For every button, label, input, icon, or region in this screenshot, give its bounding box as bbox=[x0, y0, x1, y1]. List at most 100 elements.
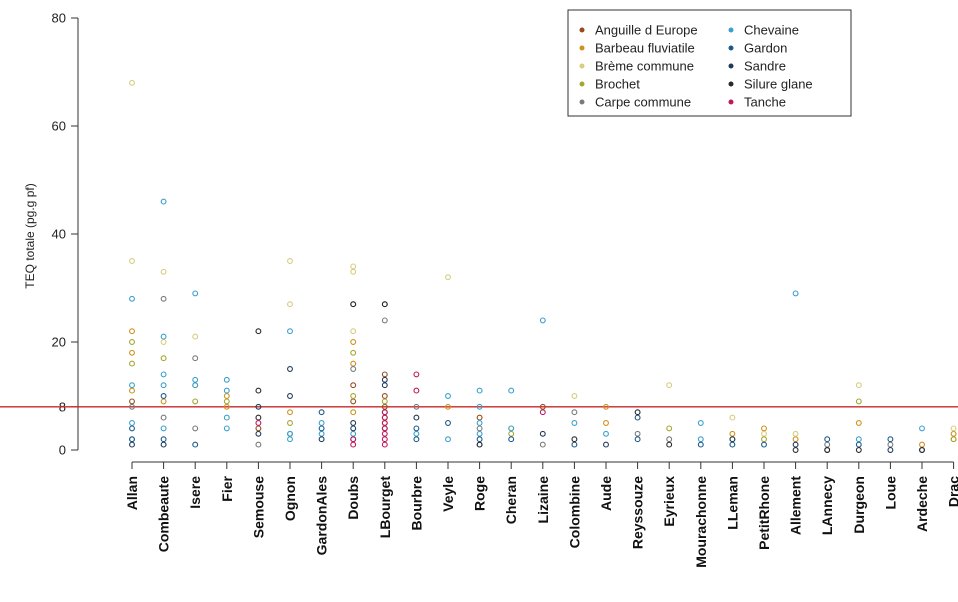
point-gardon bbox=[160, 393, 167, 399]
point-chevaine bbox=[476, 387, 483, 394]
point-chevaine bbox=[129, 382, 135, 389]
x-tick-label-aude: Aude bbox=[598, 476, 614, 511]
legend-label: Sandre bbox=[744, 59, 786, 74]
point-anguille-d-europe bbox=[350, 398, 357, 405]
x-tick-label-drac: Drac bbox=[946, 476, 958, 507]
point-carpe-commune bbox=[192, 355, 199, 362]
legend-item-tanche: Tanche bbox=[728, 95, 786, 110]
point-anguille-d-europe bbox=[476, 414, 483, 421]
point-barbeau-fluviatile bbox=[445, 403, 451, 410]
point-gardon bbox=[413, 425, 420, 432]
y-tick-label-0: 0 bbox=[59, 443, 66, 458]
legend-label: Brochet bbox=[595, 77, 640, 92]
x-tick-label-durgeon: Durgeon bbox=[851, 476, 867, 534]
series-silure-glane bbox=[255, 301, 925, 453]
point-chevaine bbox=[287, 430, 293, 437]
point-carpe-commune bbox=[571, 409, 578, 416]
point-gardon bbox=[855, 441, 862, 448]
point-brochet bbox=[381, 398, 388, 405]
point-carpe-commune bbox=[160, 414, 167, 421]
point-chevaine bbox=[223, 387, 230, 394]
point-anguille-d-europe bbox=[350, 382, 357, 389]
point-chevaine bbox=[445, 393, 451, 399]
point-chevaine bbox=[160, 371, 167, 378]
point-breme-commune bbox=[287, 258, 293, 264]
legend-item-anguille-d-europe: Anguille d Europe bbox=[579, 23, 698, 38]
point-breme-commune bbox=[350, 263, 357, 270]
legend-item-sandre: Sandre bbox=[728, 59, 786, 74]
point-anguille-d-europe bbox=[381, 371, 388, 378]
point-breme-commune bbox=[350, 328, 357, 335]
point-brochet bbox=[350, 349, 357, 356]
legend-label: Barbeau fluviatile bbox=[595, 41, 695, 56]
point-gardon bbox=[318, 425, 325, 432]
x-tick-label-ognon: Ognon bbox=[282, 476, 298, 521]
x-tick-label-allan: Allan bbox=[124, 476, 140, 510]
point-brochet bbox=[223, 398, 230, 405]
x-ticks: Allan Combeaute Isere Fier Semouse Ognon Gardo… bbox=[124, 462, 958, 568]
point-sandre bbox=[160, 441, 167, 448]
y-axis-title: TEQ totale (pg.g pf) bbox=[23, 183, 37, 288]
point-sandre bbox=[318, 436, 325, 443]
x-tick-label-isere: Isere bbox=[187, 476, 203, 509]
x-tick-label-loue: Loue bbox=[882, 476, 898, 510]
x-tick-label-eyrieux: Eyrieux bbox=[661, 476, 677, 527]
point-sandre bbox=[255, 430, 262, 437]
point-anguille-d-europe bbox=[381, 403, 388, 410]
legend-label: Tanche bbox=[744, 95, 786, 110]
point-breme-commune bbox=[855, 382, 862, 389]
point-silure-glane bbox=[350, 301, 357, 308]
point-sandre bbox=[381, 376, 388, 383]
legend-item-barbeau-fluviatile: Barbeau fluviatile bbox=[579, 41, 695, 56]
point-carpe-commune bbox=[887, 441, 894, 448]
point-carpe-commune bbox=[255, 441, 262, 448]
point-breme-commune bbox=[761, 430, 767, 437]
point-barbeau-fluviatile bbox=[761, 425, 767, 432]
point-silure-glane bbox=[476, 441, 483, 448]
point-breme-commune bbox=[571, 393, 578, 399]
point-chevaine bbox=[476, 403, 483, 410]
x-tick-label-reyssouze: Reyssouze bbox=[630, 476, 646, 549]
point-tanche bbox=[381, 430, 388, 437]
point-chevaine bbox=[476, 420, 483, 426]
point-silure-glane bbox=[634, 409, 641, 416]
point-brochet bbox=[287, 420, 293, 426]
point-sandre bbox=[792, 441, 799, 448]
point-barbeau-fluviatile bbox=[350, 339, 357, 345]
point-chevaine bbox=[539, 317, 546, 324]
point-anguille-d-europe bbox=[255, 425, 262, 432]
point-chevaine bbox=[160, 425, 167, 432]
x-tick-label-veyle: Veyle bbox=[440, 476, 456, 512]
point-gardon bbox=[571, 441, 578, 448]
legend-item-carpe-commune: Carpe commune bbox=[579, 95, 691, 110]
point-sandre bbox=[287, 393, 293, 399]
point-gardon bbox=[634, 436, 641, 443]
legend-label: Anguille d Europe bbox=[595, 23, 698, 38]
legend-item-breme-commune: Brème commune bbox=[579, 59, 694, 74]
point-gardon bbox=[129, 436, 135, 443]
legend-marker bbox=[579, 99, 585, 105]
legend-marker bbox=[579, 45, 585, 51]
point-sandre bbox=[413, 414, 420, 421]
point-chevaine bbox=[192, 290, 199, 297]
point-chevaine bbox=[792, 290, 799, 297]
point-silure-glane bbox=[792, 447, 799, 453]
point-chevaine bbox=[413, 430, 420, 437]
point-chevaine bbox=[318, 430, 325, 437]
x-tick-label-allement: Allement bbox=[788, 476, 804, 535]
point-gardon bbox=[887, 436, 894, 443]
point-chevaine bbox=[287, 328, 293, 335]
x-tick-label-colombine: Colombine bbox=[566, 476, 582, 549]
point-brochet bbox=[129, 339, 135, 345]
point-tanche bbox=[381, 414, 388, 421]
legend-marker bbox=[579, 63, 585, 69]
point-brochet bbox=[192, 398, 199, 405]
point-breme-commune bbox=[192, 333, 199, 340]
point-sandre bbox=[255, 403, 262, 410]
point-chevaine bbox=[508, 387, 515, 394]
point-barbeau-fluviatile bbox=[129, 349, 135, 356]
series-chevaine bbox=[129, 198, 925, 448]
legend-marker bbox=[579, 27, 585, 33]
point-breme-commune bbox=[792, 430, 799, 437]
